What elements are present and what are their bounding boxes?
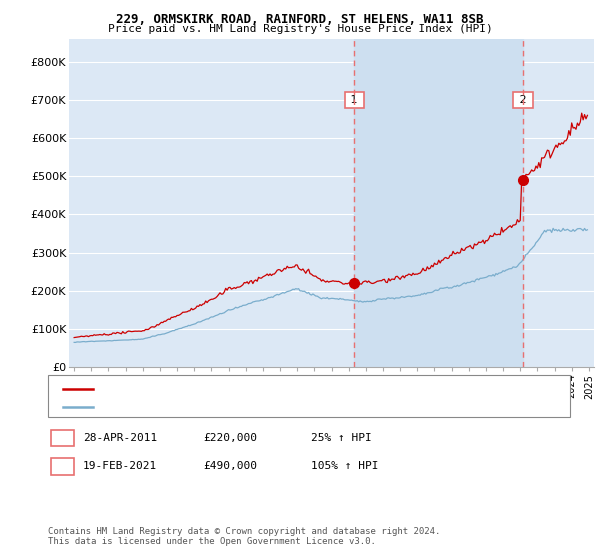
Text: 105% ↑ HPI: 105% ↑ HPI (311, 461, 379, 472)
Text: 229, ORMSKIRK ROAD, RAINFORD, ST HELENS, WA11 8SB (detached house): 229, ORMSKIRK ROAD, RAINFORD, ST HELENS,… (99, 384, 511, 394)
Bar (355, 39, 523, 367)
Text: 28-APR-2011: 28-APR-2011 (83, 433, 157, 443)
Text: 2: 2 (516, 95, 530, 105)
Text: 2: 2 (59, 461, 66, 472)
Text: Price paid vs. HM Land Registry's House Price Index (HPI): Price paid vs. HM Land Registry's House … (107, 24, 493, 34)
Text: 19-FEB-2021: 19-FEB-2021 (83, 461, 157, 472)
Text: 1: 1 (59, 433, 66, 443)
Text: £490,000: £490,000 (203, 461, 257, 472)
Text: 1: 1 (347, 95, 361, 105)
Text: 25% ↑ HPI: 25% ↑ HPI (311, 433, 371, 443)
Text: 229, ORMSKIRK ROAD, RAINFORD, ST HELENS, WA11 8SB: 229, ORMSKIRK ROAD, RAINFORD, ST HELENS,… (116, 13, 484, 26)
Text: Contains HM Land Registry data © Crown copyright and database right 2024.
This d: Contains HM Land Registry data © Crown c… (48, 526, 440, 546)
Text: £220,000: £220,000 (203, 433, 257, 443)
Text: HPI: Average price, detached house, St Helens: HPI: Average price, detached house, St H… (99, 402, 380, 412)
